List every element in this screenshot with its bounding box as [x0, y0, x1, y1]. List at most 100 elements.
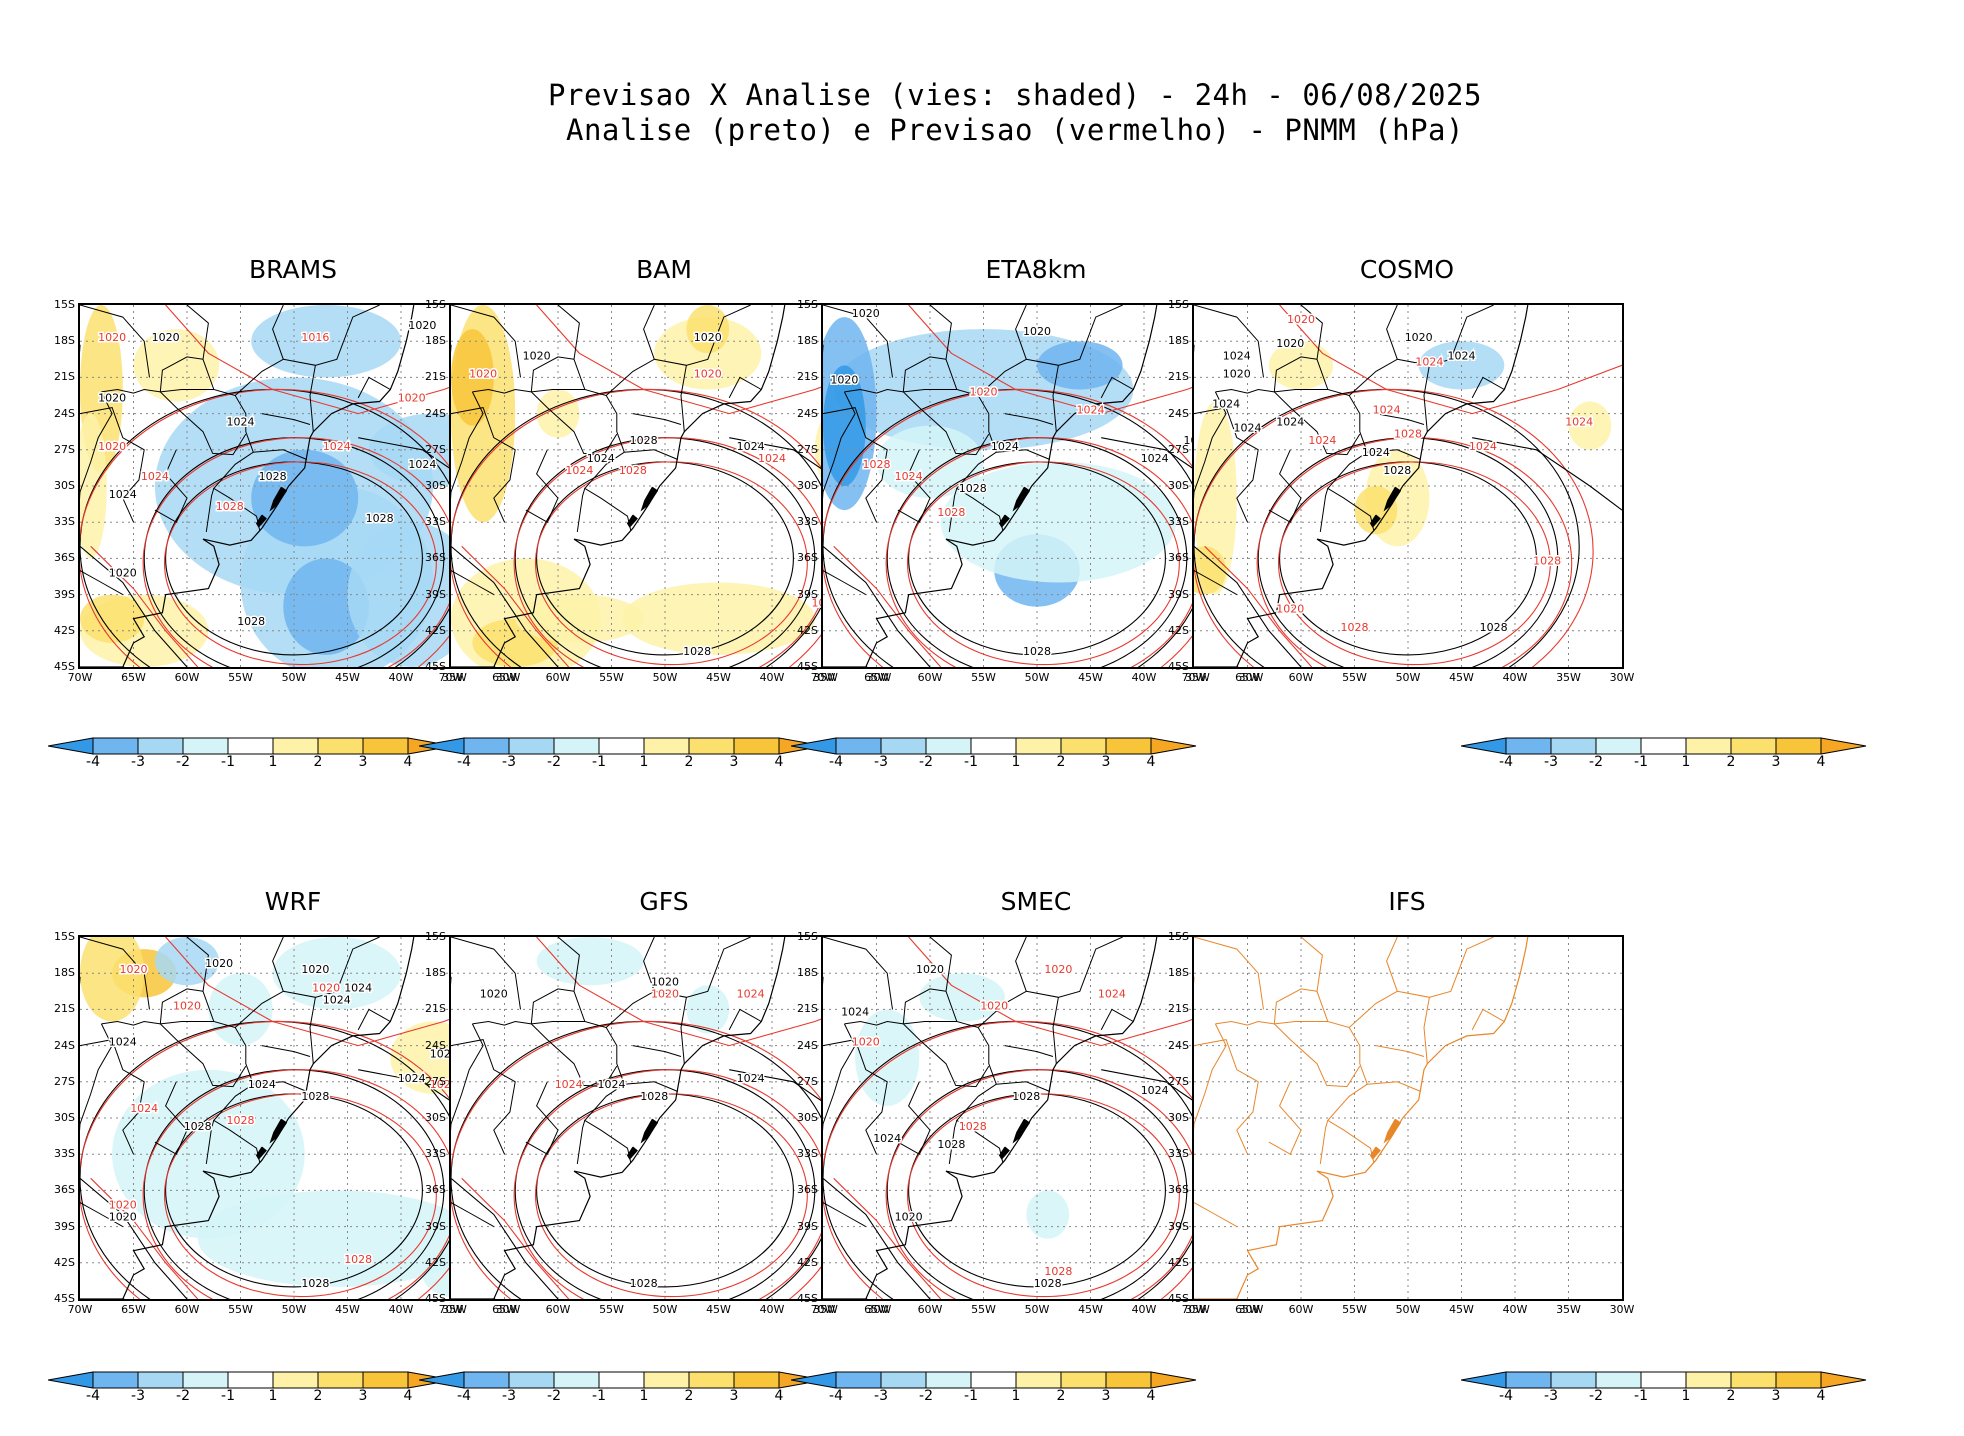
colorbar-tick-label: -2	[919, 1388, 933, 1404]
analysis-isobar	[451, 1177, 559, 1299]
forecast-isobar	[90, 545, 199, 667]
lon-tick-label: 65W	[121, 671, 146, 684]
lat-tick-label: 36S	[54, 1183, 75, 1197]
country-border	[1273, 1021, 1361, 1088]
colorbar-smec	[791, 1371, 1197, 1389]
analysis-isobar	[1194, 545, 1302, 667]
colorbar-segment	[1105, 737, 1152, 755]
figure-title-line1: Previsao X Analise (vies: shaded) - 24h …	[548, 78, 1482, 112]
forecast-isobar	[1194, 388, 1594, 667]
contour-label: 1020	[98, 331, 126, 344]
lon-tick-label: 65W	[492, 1303, 517, 1316]
lat-tick-label: 36S	[425, 1183, 446, 1197]
contour-label: 1020	[1287, 313, 1315, 326]
lat-tick-label: 15S	[797, 930, 818, 943]
country-border	[357, 376, 391, 399]
colorbar-tick-label: 1	[268, 1388, 278, 1404]
lon-tick-label: 50W	[652, 1303, 678, 1316]
country-border	[1319, 1120, 1329, 1164]
lon-tick-label: 65W	[1235, 1303, 1260, 1316]
lat-tick-label: 30S	[54, 479, 75, 492]
contour-label: 1024	[737, 1072, 765, 1085]
colorbar-tick-label: 4	[403, 754, 413, 770]
contour-label: 1020	[1044, 963, 1072, 976]
lon-tick-label: 50W	[281, 671, 307, 684]
country-border	[451, 391, 484, 500]
lon-tick-label: 60W	[1288, 671, 1314, 684]
lake	[255, 514, 267, 528]
country-border	[451, 407, 516, 523]
lon-tick-label: 60W	[174, 1303, 200, 1316]
lat-tick-label: 15S	[1168, 930, 1189, 943]
lat-tick-label: 15S	[797, 298, 818, 311]
colorbar-segment	[598, 737, 645, 755]
panel-title-bam: BAM	[636, 255, 692, 284]
country-border	[80, 407, 145, 523]
country-border	[451, 305, 521, 378]
lon-tick-label: 40W	[759, 671, 785, 684]
lon-tick-label: 45W	[1449, 1303, 1474, 1316]
forecast-isobar	[163, 461, 437, 666]
contour-label: 1028	[619, 464, 647, 477]
lon-tick-label: 70W	[1181, 671, 1207, 684]
country-border	[624, 449, 678, 460]
country-border	[605, 937, 655, 1028]
lat-tick-label: 30S	[1168, 479, 1189, 492]
colorbar-tick-label: -3	[1544, 1388, 1558, 1404]
lon-tick-label: 50W	[1395, 671, 1421, 684]
lon-tick-label: 70W	[810, 1303, 836, 1316]
contour-label: 1028	[1533, 554, 1561, 567]
lon-tick-label: 45W	[1078, 1303, 1103, 1316]
contour-label: 1024	[408, 458, 436, 471]
lagoon	[640, 1118, 659, 1144]
colorbar-tick-label: -1	[1634, 1388, 1648, 1404]
lon-tick-label: 50W	[1024, 1303, 1050, 1316]
colorbar-tick-label: 2	[1726, 1388, 1736, 1404]
colorbar-tick-label: 1	[639, 754, 649, 770]
analysis-isobar	[823, 1177, 931, 1299]
map-ifs	[1192, 935, 1624, 1301]
forecast-isobar	[90, 1177, 199, 1299]
colorbar-segment	[362, 1371, 409, 1389]
lat-tick-label: 18S	[1168, 966, 1189, 980]
lat-tick-label: 42S	[54, 623, 75, 637]
colorbar-tick-label: 3	[729, 1388, 739, 1404]
forecast-isobar	[906, 1093, 1180, 1298]
bias-shading	[272, 937, 401, 1010]
country-border	[1268, 449, 1302, 523]
lagoon	[269, 1118, 288, 1144]
contour-label: 1024	[1212, 398, 1240, 411]
lat-tick-label: 36S	[425, 551, 446, 565]
colorbar-segment	[733, 1371, 780, 1389]
country-border	[1194, 1039, 1259, 1155]
colorbar-tick-label: 2	[684, 754, 694, 770]
analysis-isobar	[451, 545, 559, 667]
contour-label: 1020	[1276, 337, 1304, 350]
colorbar-segment	[1640, 737, 1687, 755]
country-border	[823, 570, 867, 596]
colorbar-segment	[970, 1371, 1017, 1389]
contour-label: 1024	[1373, 404, 1401, 417]
colorbar-segment	[1505, 1371, 1552, 1389]
bias-shading	[80, 937, 145, 1022]
colorbar-tick-label: -4	[86, 1388, 100, 1404]
colorbar-segment	[227, 1371, 274, 1389]
country-border	[728, 376, 762, 399]
colorbar-segment	[1775, 737, 1822, 755]
country-border	[823, 1023, 856, 1132]
figure-title: Previsao X Analise (vies: shaded) - 24h …	[0, 78, 1964, 148]
contour-label: 1028	[184, 1120, 212, 1133]
country-border	[159, 356, 204, 392]
contour-label: 1024	[1098, 987, 1126, 1000]
contour-label: 1024	[1141, 1084, 1169, 1097]
colorbar-segment	[92, 1371, 139, 1389]
country-border	[1268, 1081, 1302, 1155]
coastline	[823, 937, 1158, 1299]
country-border	[451, 1039, 516, 1155]
contour-label: 1024	[991, 440, 1019, 453]
colorbar-segment	[688, 1371, 735, 1389]
colorbar-segment	[1730, 737, 1777, 755]
contour-label: 1024	[1077, 404, 1105, 417]
country-border	[1300, 937, 1375, 1163]
colorbar-cosmo	[1461, 737, 1867, 755]
